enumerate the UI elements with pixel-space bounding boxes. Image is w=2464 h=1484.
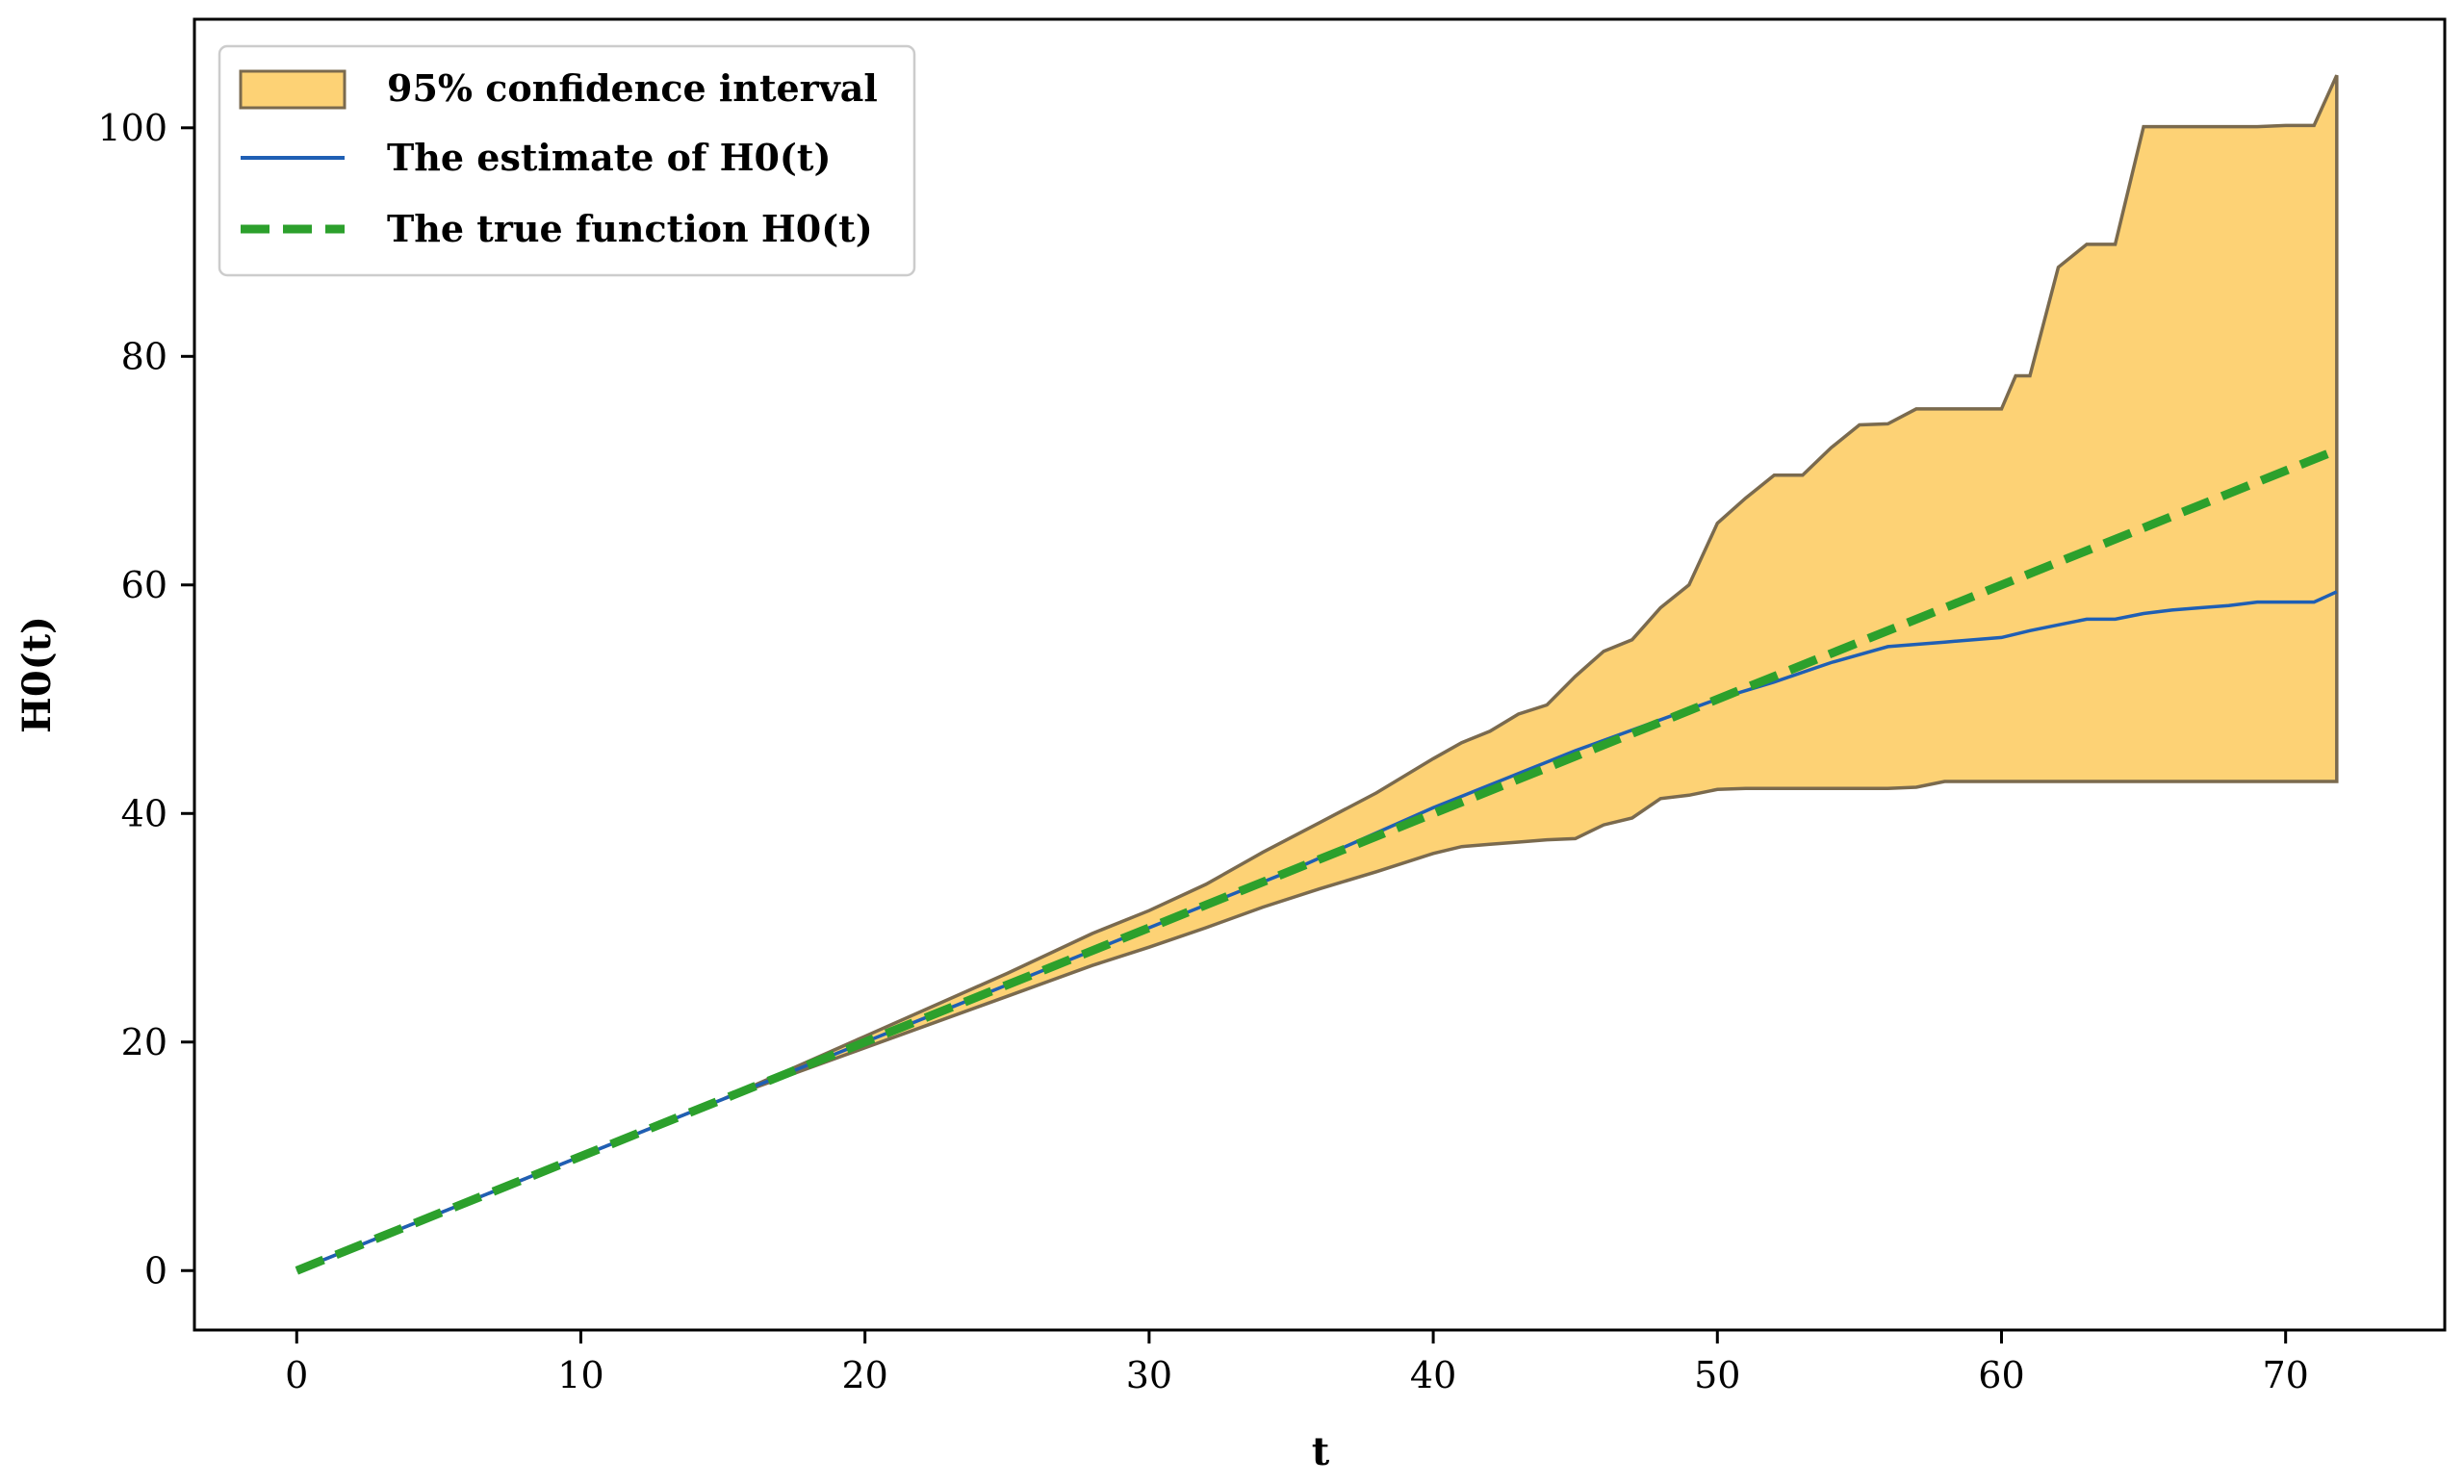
x-axis-label: t <box>1312 1429 1330 1474</box>
y-tick-label: 40 <box>121 792 167 834</box>
lines-layer <box>295 446 2339 1275</box>
confidence-band <box>295 74 2339 1272</box>
y-axis-ticks: 0 20 40 60 80 100 <box>97 107 194 1292</box>
x-tick-label: 60 <box>1978 1354 2024 1396</box>
x-tick-label: 70 <box>2263 1354 2309 1396</box>
legend-swatch-band <box>239 69 346 110</box>
y-axis-label: H0(t) <box>14 616 60 733</box>
x-tick-label: 30 <box>1126 1354 1172 1396</box>
legend: 95% confidence interval The estimate of … <box>218 44 916 277</box>
x-axis-ticks: 0 10 20 30 40 50 60 70 <box>285 1330 2309 1396</box>
y-tick-label: 60 <box>121 564 167 606</box>
legend-box <box>218 44 916 277</box>
y-tick-label: 80 <box>121 335 167 377</box>
confidence-band-layer <box>295 74 2339 1272</box>
legend-label-band: 95% confidence interval <box>387 66 878 110</box>
x-tick-label: 0 <box>285 1354 308 1396</box>
true-function-line <box>295 446 2339 1275</box>
legend-label-estimate: The estimate of H0(t) <box>387 136 831 179</box>
x-tick-label: 20 <box>841 1354 887 1396</box>
x-tick-label: 40 <box>1410 1354 1456 1396</box>
y-tick-label: 100 <box>97 107 167 149</box>
x-tick-label: 10 <box>557 1354 603 1396</box>
x-tick-label: 50 <box>1694 1354 1740 1396</box>
legend-label-true: The true function H0(t) <box>387 207 873 250</box>
plot-frame <box>192 17 2447 1332</box>
y-tick-label: 0 <box>144 1249 167 1292</box>
y-tick-label: 20 <box>121 1021 167 1063</box>
